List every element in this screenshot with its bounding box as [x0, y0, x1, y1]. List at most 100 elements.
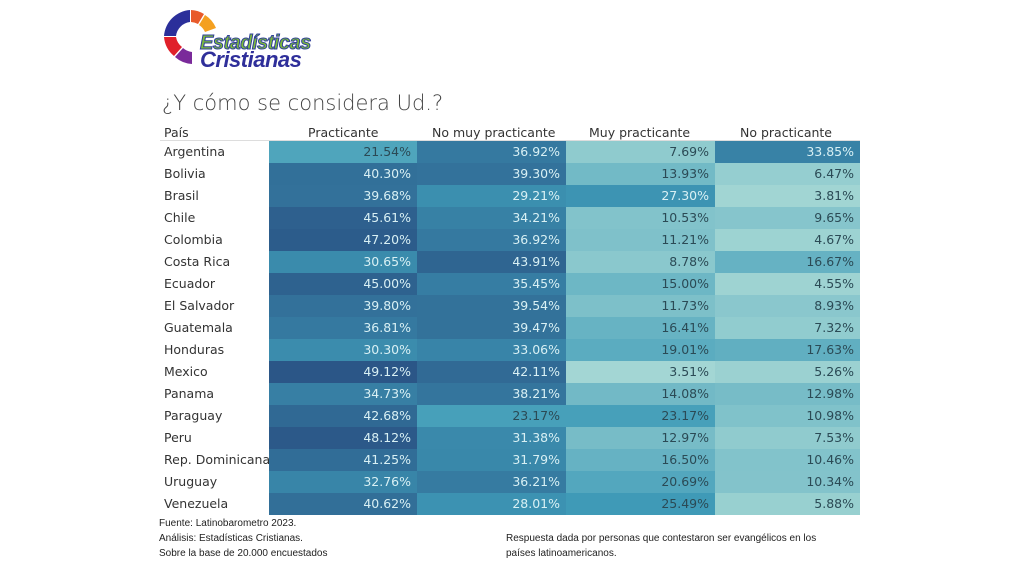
heatmap-cell: 9.65% — [715, 207, 860, 229]
heatmap-cell: 23.17% — [566, 405, 715, 427]
footer-note-block: Respuesta dada por personas que contesta… — [506, 531, 816, 561]
heatmap-cell: 30.65% — [269, 251, 417, 273]
heatmap-cell: 6.47% — [715, 163, 860, 185]
row-header: País — [164, 125, 189, 140]
heatmap-cell: 45.61% — [269, 207, 417, 229]
row-label: Colombia — [164, 232, 223, 247]
heatmap-cell: 39.54% — [417, 295, 566, 317]
heatmap-cell: 48.12% — [269, 427, 417, 449]
column-header-no-practicante: No practicante — [740, 125, 832, 140]
row-label: Paraguay — [164, 408, 223, 423]
heatmap-cell: 25.49% — [566, 493, 715, 515]
heatmap-cell: 40.62% — [269, 493, 417, 515]
heatmap-cell: 33.85% — [715, 141, 860, 163]
heatmap-cell: 7.69% — [566, 141, 715, 163]
footer-note-line1: Respuesta dada por personas que contesta… — [506, 533, 817, 544]
heatmap-cell: 5.88% — [715, 493, 860, 515]
footer-note-line2: países latinoamericanos. — [506, 548, 617, 559]
logo-text-cristianas: Cristianas — [200, 47, 302, 72]
heatmap-cell: 40.30% — [269, 163, 417, 185]
column-header-practicante: Practicante — [308, 125, 379, 140]
heatmap-cell: 20.69% — [566, 471, 715, 493]
heatmap-cell: 49.12% — [269, 361, 417, 383]
heatmap-cell: 36.92% — [417, 229, 566, 251]
logo-ring-icon — [164, 10, 216, 64]
heatmap-cell: 43.91% — [417, 251, 566, 273]
heatmap-cell: 30.30% — [269, 339, 417, 361]
heatmap-cell: 4.55% — [715, 273, 860, 295]
heatmap-cell: 15.00% — [566, 273, 715, 295]
heatmap-cell: 36.81% — [269, 317, 417, 339]
footer-base: Sobre la base de 20.000 encuestados — [159, 548, 328, 559]
heatmap-cell: 33.06% — [417, 339, 566, 361]
heatmap-cell: 38.21% — [417, 383, 566, 405]
heatmap-cell: 13.93% — [566, 163, 715, 185]
row-label: Venezuela — [164, 496, 229, 511]
heatmap-cell: 10.46% — [715, 449, 860, 471]
heatmap-cell: 7.32% — [715, 317, 860, 339]
heatmap-cell: 47.20% — [269, 229, 417, 251]
row-label: Costa Rica — [164, 254, 231, 269]
heatmap-cell: 27.30% — [566, 185, 715, 207]
chart-title: ¿Y cómo se considera Ud.? — [162, 91, 444, 115]
heatmap-cell: 17.63% — [715, 339, 860, 361]
row-label: Honduras — [164, 342, 225, 357]
row-label: Mexico — [164, 364, 208, 379]
heatmap-cell: 32.76% — [269, 471, 417, 493]
heatmap-cell: 34.21% — [417, 207, 566, 229]
logo-text-estadisticas: Estadísticas — [200, 32, 312, 55]
header-divider — [160, 140, 860, 141]
heatmap-cell: 36.92% — [417, 141, 566, 163]
heatmap-cell: 8.78% — [566, 251, 715, 273]
column-header-muy-practicante: Muy practicante — [589, 125, 691, 140]
heatmap-cell: 39.80% — [269, 295, 417, 317]
column-header-no-muy-practicante: No muy practicante — [432, 125, 556, 140]
row-label: Ecuador — [164, 276, 216, 291]
heatmap-cell: 10.98% — [715, 405, 860, 427]
heatmap-cell: 5.26% — [715, 361, 860, 383]
heatmap-cell: 21.54% — [269, 141, 417, 163]
heatmap-cell: 8.93% — [715, 295, 860, 317]
footer-source: Fuente: Latinobarometro 2023. — [159, 518, 297, 529]
row-label: Chile — [164, 210, 196, 225]
heatmap-cell: 12.97% — [566, 427, 715, 449]
footer-analysis: Análisis: Estadísticas Cristianas. — [159, 533, 303, 544]
row-label: Peru — [164, 430, 192, 445]
row-label: Guatemala — [164, 320, 233, 335]
heatmap-cell: 41.25% — [269, 449, 417, 471]
row-label: Argentina — [164, 144, 225, 159]
heatmap-cell: 39.68% — [269, 185, 417, 207]
heatmap-cell: 42.11% — [417, 361, 566, 383]
heatmap-cell: 45.00% — [269, 273, 417, 295]
heatmap-cell: 34.73% — [269, 383, 417, 405]
heatmap-cell: 3.51% — [566, 361, 715, 383]
heatmap-cell: 16.50% — [566, 449, 715, 471]
heatmap-cell: 14.08% — [566, 383, 715, 405]
row-label: Rep. Dominicana — [164, 452, 271, 467]
logo: Estadísticas Cristianas — [160, 6, 350, 72]
heatmap-cell: 36.21% — [417, 471, 566, 493]
heatmap-cell: 16.67% — [715, 251, 860, 273]
row-label: El Salvador — [164, 298, 235, 313]
heatmap-cell: 23.17% — [417, 405, 566, 427]
heatmap-cell: 35.45% — [417, 273, 566, 295]
footer-source-block: Fuente: Latinobarometro 2023. Análisis: … — [159, 516, 327, 561]
heatmap-cell: 16.41% — [566, 317, 715, 339]
heatmap-cell: 42.68% — [269, 405, 417, 427]
heatmap-cell: 12.98% — [715, 383, 860, 405]
heatmap-cell: 29.21% — [417, 185, 566, 207]
heatmap-cell: 19.01% — [566, 339, 715, 361]
row-label: Panama — [164, 386, 215, 401]
heatmap-cell: 4.67% — [715, 229, 860, 251]
heatmap-cell: 31.79% — [417, 449, 566, 471]
heatmap-cell: 7.53% — [715, 427, 860, 449]
heatmap-cell: 3.81% — [715, 185, 860, 207]
heatmap-cell: 39.47% — [417, 317, 566, 339]
heatmap-cell: 10.34% — [715, 471, 860, 493]
row-label: Bolivia — [164, 166, 206, 181]
heatmap-cell: 28.01% — [417, 493, 566, 515]
row-label: Uruguay — [164, 474, 218, 489]
heatmap-cell: 11.21% — [566, 229, 715, 251]
heatmap-cell: 11.73% — [566, 295, 715, 317]
heatmap-cell: 39.30% — [417, 163, 566, 185]
